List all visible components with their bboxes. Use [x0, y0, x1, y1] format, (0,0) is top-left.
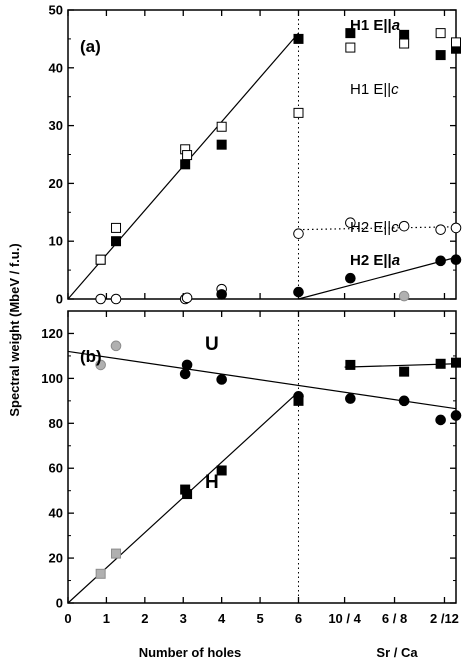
- marker-circle-u: [345, 393, 356, 404]
- marker-circle-u: [435, 414, 446, 426]
- y-tick-label-a: 50: [49, 3, 63, 18]
- y-tick-label-a: 0: [56, 292, 63, 307]
- series-label-axis: c: [391, 219, 399, 236]
- marker-square-h1-e-c: [216, 121, 227, 132]
- series-label-text: H1 E||: [350, 17, 392, 34]
- series-label-text: H1 E||: [350, 81, 391, 98]
- x-tick-label: 1: [103, 611, 110, 626]
- series-label-h2a: H2 E||a: [350, 252, 400, 269]
- marker-square-h1-e-c: [399, 38, 410, 49]
- y-tick-label-a: 20: [49, 176, 63, 191]
- y-tick-label-b: 100: [41, 371, 63, 386]
- marker-circle-h2-e-c: [398, 220, 410, 232]
- marker-circle-u: [450, 410, 462, 421]
- marker-square-h1-e-c: [95, 254, 106, 265]
- series-label-axis: c: [391, 81, 399, 98]
- x-tick-label: 0: [64, 611, 71, 626]
- marker-square-h1-e-c: [345, 42, 356, 53]
- marker-circle-h2-e-c: [110, 293, 122, 305]
- x-axis-title-holes: Number of holes: [139, 645, 242, 660]
- marker-square-h1-e-a: [216, 139, 227, 150]
- marker-circle-h2-e-a: [293, 286, 304, 298]
- marker-square-h1-e-c: [111, 222, 122, 233]
- marker-circle-u: [179, 368, 191, 380]
- marker-circle-h2-e-c: [345, 217, 356, 229]
- marker-circle-h2-e-a: [216, 289, 227, 300]
- x-axis: 0 1 2 3 4 5 6 10 / 4 6 / 8 2 /12: [64, 611, 459, 626]
- fit-line-b: [67, 350, 457, 410]
- series-label-text: H2 E||: [350, 219, 391, 236]
- marker-circle-grey: [110, 340, 122, 352]
- marker-circle-grey: [398, 290, 410, 302]
- x-tick-label: 2 /12: [430, 611, 459, 626]
- marker-square-h1-e-a: [435, 50, 446, 61]
- y-tick-label-b: 0: [56, 596, 63, 611]
- marker-circle-h2-e-c: [435, 224, 446, 235]
- series-label-axis: a: [392, 17, 400, 34]
- marker-circle-u: [216, 374, 227, 385]
- marker-circle-h2-e-a: [450, 254, 462, 265]
- marker-square-h1-e-c: [182, 150, 193, 161]
- y-tick-label-b: 60: [49, 461, 63, 476]
- y-tick-label-a: 40: [49, 60, 63, 75]
- series-label-h: H: [205, 472, 219, 493]
- marker-square-h: [216, 465, 227, 476]
- panel-label-b: (b): [80, 347, 102, 366]
- marker-square-h1-e-a: [293, 33, 304, 44]
- series-label-h2c: H2 E||c: [350, 219, 399, 236]
- y-tick-label-b: 40: [49, 506, 63, 521]
- marker-square-h: [345, 359, 356, 370]
- marker-square-h: [435, 358, 446, 369]
- marker-circle-h2-e-a: [435, 255, 446, 267]
- marker-circle-grey: [95, 359, 106, 371]
- y-tick-label-a: 30: [49, 118, 63, 133]
- marker-circle-h2-e-c: [293, 228, 304, 239]
- marker-circle-h2-e-a: [345, 272, 356, 284]
- x-tick-label: 5: [256, 611, 263, 626]
- plot-frame-b: [67, 310, 457, 604]
- y-tick-label-b: 120: [41, 326, 63, 341]
- marker-square-h: [399, 366, 410, 377]
- x-tick-label: 6: [295, 611, 302, 626]
- marker-square-grey: [95, 568, 106, 579]
- y-tick-label-b: 20: [49, 551, 63, 566]
- marker-square-h1-e-c: [293, 107, 304, 118]
- marker-square-h1-e-a: [399, 29, 410, 40]
- marker-square-h1-e-c: [451, 37, 461, 48]
- x-tick-label: 2: [141, 611, 148, 626]
- marker-square-h1-e-a: [345, 28, 356, 39]
- x-tick-label: 10 / 4: [328, 611, 361, 626]
- series-label-h1c: H1 E||c: [350, 81, 399, 98]
- fit-line-a: [298, 226, 457, 231]
- x-tick-label: 3: [180, 611, 187, 626]
- marker-square-grey: [111, 548, 122, 559]
- panel-label-a: (a): [80, 37, 101, 56]
- series-label-axis: a: [392, 252, 400, 269]
- marker-circle-h2-e-c: [95, 293, 106, 305]
- panel-b: 0 20 40 60 80 100 120 (b) U H: [41, 310, 462, 611]
- marker-square-h: [293, 395, 304, 406]
- marker-square-h1-e-a: [111, 236, 122, 247]
- marker-circle-u: [181, 359, 193, 371]
- marker-square-h: [182, 489, 193, 500]
- y-axis-title: Spectral weight (MbeV / f.u.): [7, 243, 22, 416]
- x-tick-label: 4: [218, 611, 226, 626]
- series-label-h1a: H1 E||a: [350, 17, 400, 34]
- x-axis-title-sr-ca: Sr / Ca: [376, 645, 418, 660]
- series-label-u: U: [205, 334, 219, 355]
- fit-line-a: [298, 256, 457, 300]
- marker-circle-h2-e-c: [181, 292, 193, 304]
- marker-square-h1-e-a: [180, 159, 191, 170]
- marker-circle-u: [398, 395, 410, 407]
- x-tick-label: 6 / 8: [382, 611, 407, 626]
- marker-square-h1-e-c: [435, 28, 446, 39]
- series-label-text: H2 E||: [350, 252, 392, 269]
- y-tick-label-a: 10: [49, 234, 63, 249]
- marker-circle-h2-e-c: [450, 222, 462, 234]
- y-tick-label-b: 80: [49, 416, 63, 431]
- marker-square-h: [451, 357, 461, 368]
